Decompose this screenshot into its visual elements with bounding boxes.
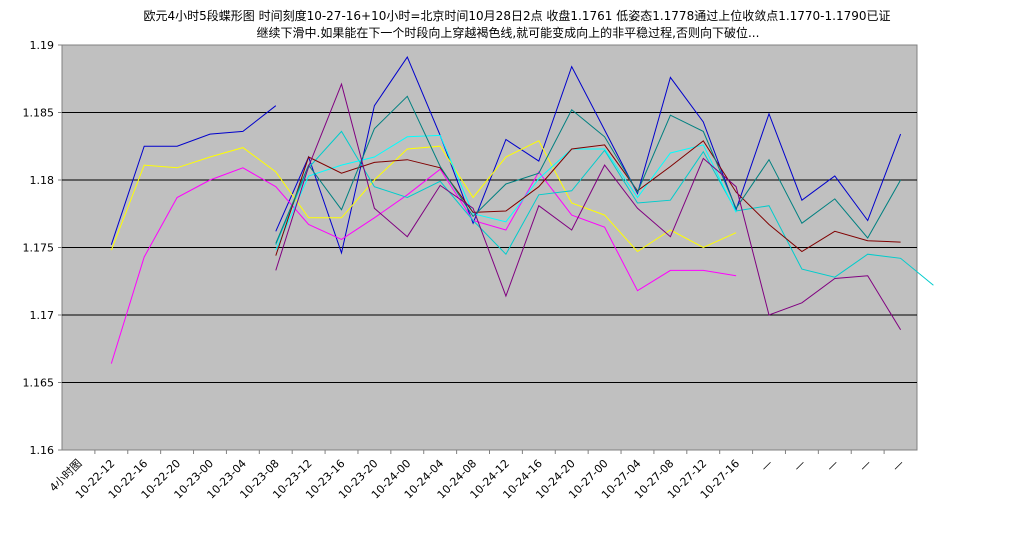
series-2-line: [110, 140, 737, 253]
y-tick-label: 1.16: [30, 444, 55, 457]
y-tick-label: 1.185: [23, 107, 55, 120]
x-tick-label: —: [890, 457, 907, 474]
series-6-line: [275, 140, 901, 256]
x-tick-label: —: [857, 457, 874, 474]
series-5-line: [275, 134, 737, 251]
y-tick-label: 1.18: [30, 174, 55, 187]
series-4-line: [275, 130, 934, 286]
series-1-line: [110, 105, 277, 245]
x-tick-label: —: [791, 457, 808, 474]
y-tick-label: 1.175: [23, 242, 55, 255]
series-3-line: [110, 167, 737, 364]
chart-title: 欧元4小时5段蝶形图 时间刻度10-27-16+10小时=北京时间10月28日2…: [143, 8, 890, 23]
x-tick-label: —: [758, 457, 775, 474]
chart-subtitle: 继续下滑中.如果能在下一个时段向上穿越褐色线,就可能变成向上的非平稳过程,否则向…: [257, 25, 760, 40]
y-tick-label: 1.165: [23, 377, 55, 390]
series-7-line: [275, 95, 902, 244]
x-axis: 4小时图10-22-1210-22-1610-22-2010-23-0010-2…: [47, 450, 907, 501]
series-lines: [110, 56, 934, 364]
series-8-line: [275, 82, 902, 331]
y-tick-label: 1.17: [30, 309, 55, 322]
grid-lines: [62, 112, 917, 383]
x-tick-label: —: [824, 457, 841, 474]
y-tick-label: 1.19: [30, 39, 55, 52]
series-1-line: [275, 56, 902, 255]
y-axis: 1.16 1.165 1.17 1.175 1.18 1.185 1.19: [23, 39, 62, 457]
